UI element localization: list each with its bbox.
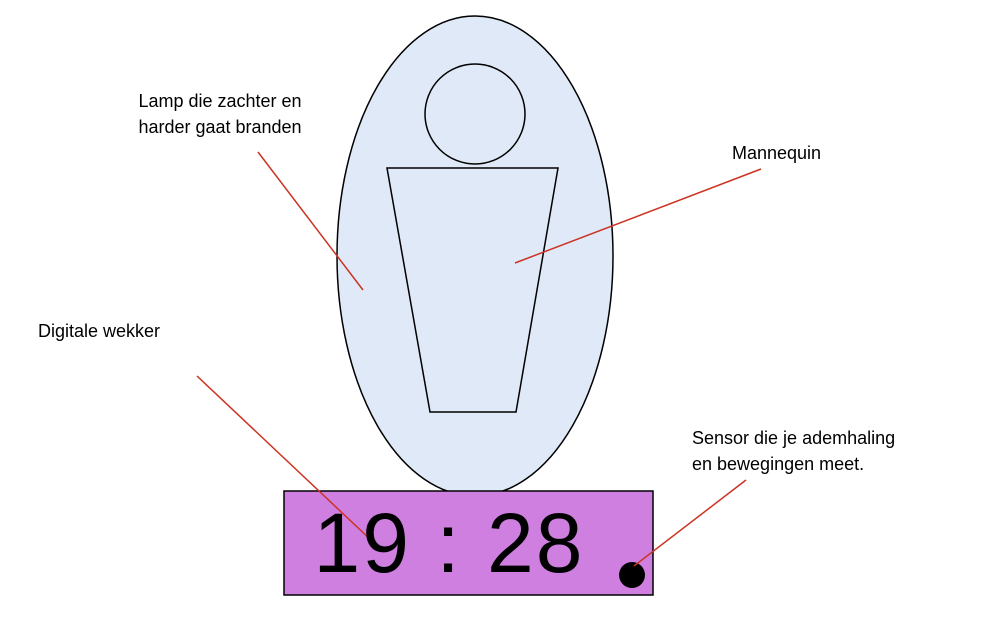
leader-line-lamp	[257, 151, 364, 291]
clock-time-display: 19 : 28	[313, 495, 585, 590]
sensor-label: Sensor die je ademhaling en bewegingen m…	[692, 425, 895, 477]
sensor-label-line-2: en bewegingen meet.	[692, 454, 865, 474]
clock-label: Digitale wekker	[38, 318, 160, 344]
mannequin-label-text: Mannequin	[732, 143, 822, 163]
sensor-label-line-1: Sensor die je ademhaling	[692, 428, 896, 448]
leader-line-clock	[196, 375, 373, 542]
lamp-label-line-2: harder gaat branden	[138, 117, 302, 137]
lamp-label-line-1: Lamp die zachter en	[138, 91, 302, 111]
leader-line-mannequin	[514, 168, 762, 264]
sensor-dot	[619, 562, 645, 588]
mannequin-label: Mannequin	[732, 140, 821, 166]
lamp-label: Lamp die zachter en harder gaat branden	[112, 88, 328, 140]
clock-label-text: Digitale wekker	[38, 321, 161, 341]
mannequin-body	[386, 167, 559, 413]
mannequin-head	[424, 63, 526, 165]
leader-line-sensor	[633, 479, 747, 567]
clock-box	[283, 490, 654, 596]
